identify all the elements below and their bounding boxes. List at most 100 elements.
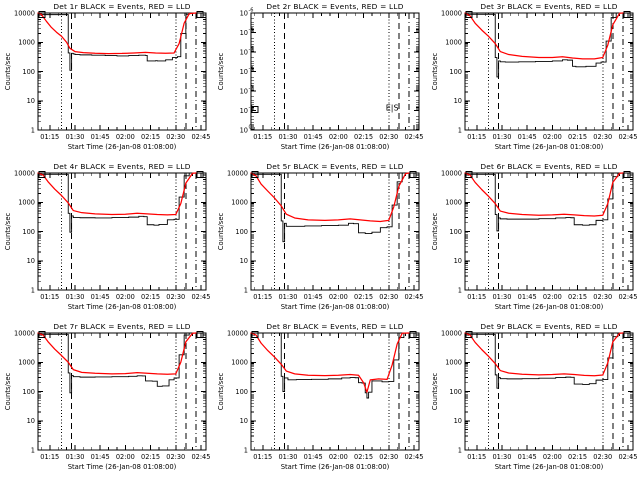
y-tick-label: 10000 — [14, 169, 35, 177]
y-tick-label: 100 — [236, 228, 249, 236]
x-tick-label: 02:45 — [405, 293, 424, 301]
x-tick-label: 01:45 — [91, 293, 110, 301]
lld-curve — [37, 12, 197, 55]
lld-curve — [464, 332, 624, 377]
endpoint-marker — [623, 170, 631, 178]
x-tick-label: 01:15 — [40, 133, 59, 141]
axes-frame — [37, 172, 207, 291]
x-tick-label: 01:30 — [492, 453, 511, 461]
y-tick-label: 100 — [22, 68, 35, 76]
plot-panel-det-7r: Det 7r BLACK = Events, RED = LLD 1 10 100 10… — [0, 320, 213, 480]
x-tick-label: 01:30 — [65, 133, 84, 141]
x-tick-label: 02:00 — [329, 293, 348, 301]
es-annotation: E|S — [386, 104, 399, 113]
y-tick-label: 10 — [27, 97, 35, 105]
endpoint-marker — [623, 10, 631, 18]
x-axis-label: Start Time (26-Jan-08 01:08:00) — [494, 303, 603, 311]
y-tick-label: 1000 — [445, 39, 462, 47]
y-tick-label: 10000 — [14, 9, 35, 17]
endpoint-marker — [38, 170, 46, 178]
axes-frame — [250, 172, 420, 291]
axes-frame — [464, 332, 634, 451]
axes-frame — [250, 332, 420, 451]
x-tick-label: 01:30 — [65, 293, 84, 301]
x-tick-label: 02:00 — [543, 293, 562, 301]
y-tick-label: 1000 — [18, 39, 35, 47]
y-tick-label: 1 — [31, 126, 35, 134]
x-tick-label: 02:45 — [191, 453, 210, 461]
y-tick-label: 10 — [240, 257, 248, 265]
x-axis-label: Start Time (26-Jan-08 01:08:00) — [281, 303, 390, 311]
y-tick-label: 10 — [240, 107, 248, 115]
y-axis-label: Counts/sec — [217, 373, 225, 411]
x-tick-label: 01:30 — [492, 293, 511, 301]
lld-curve — [464, 12, 624, 60]
panel-title: Det 8r BLACK = Events, RED = LLD — [267, 322, 404, 331]
x-tick-label: 01:45 — [517, 453, 536, 461]
x-tick-label: 02:15 — [354, 453, 373, 461]
plot-panel-det-6r: Det 6r BLACK = Events, RED = LLD 1 10 100 10… — [427, 160, 640, 320]
x-tick-label: 01:30 — [65, 453, 84, 461]
y-tick-exponent: -1 — [249, 105, 254, 111]
plot-panel-det-2r: Det 2r BLACK = Events, RED = LLD 10 -6 10 -5… — [213, 0, 426, 160]
x-tick-label: 02:30 — [593, 293, 612, 301]
x-tick-label: 02:45 — [191, 133, 210, 141]
y-axis-label: Counts/sec — [217, 53, 225, 91]
plot-panel-det-9r: Det 9r BLACK = Events, RED = LLD 1 10 100 10… — [427, 320, 640, 480]
panel-title: Det 3r BLACK = Events, RED = LLD — [480, 2, 617, 11]
x-tick-label: 02:15 — [568, 133, 587, 141]
panel-title: Det 1r BLACK = Events, RED = LLD — [53, 2, 190, 11]
endpoint-marker — [465, 170, 473, 178]
events-curve — [251, 172, 410, 243]
y-tick-label: 10 — [240, 87, 248, 95]
endpoint-marker — [38, 10, 46, 18]
x-tick-label: 02:30 — [380, 293, 399, 301]
x-tick-label: 01:45 — [517, 293, 536, 301]
x-tick-label: 02:00 — [116, 453, 135, 461]
events-curve — [38, 12, 197, 71]
plot-panel-det-8r: Det 8r BLACK = Events, RED = LLD 1 10 100 10… — [213, 320, 426, 480]
y-axis-label: Counts/sec — [431, 53, 439, 91]
x-tick-label: 01:30 — [279, 293, 298, 301]
x-tick-label: 02:30 — [380, 133, 399, 141]
x-axis-label: Start Time (26-Jan-08 01:08:00) — [68, 463, 177, 471]
lld-curve — [250, 332, 410, 393]
events-curve — [464, 332, 624, 389]
y-tick-exponent: -3 — [249, 66, 254, 72]
x-tick-label: 02:00 — [116, 293, 135, 301]
y-tick-label: 10 — [453, 417, 461, 425]
x-tick-label: 02:45 — [618, 293, 637, 301]
y-tick-label: 10000 — [441, 329, 462, 337]
endpoint-marker — [38, 330, 46, 338]
endpoint-marker — [465, 10, 473, 18]
plot-panel-det-5r: Det 5r BLACK = Events, RED = LLD 1 10 100 10… — [213, 160, 426, 320]
endpoint-marker — [409, 170, 417, 178]
endpoint-marker — [251, 106, 259, 114]
y-tick-label: 10 — [240, 417, 248, 425]
x-tick-label: 01:45 — [304, 293, 323, 301]
panel-title: Det 5r BLACK = Events, RED = LLD — [267, 162, 404, 171]
x-tick-label: 02:45 — [405, 453, 424, 461]
y-tick-label: 100 — [22, 228, 35, 236]
x-tick-label: 01:15 — [254, 133, 273, 141]
y-axis-label: Counts/sec — [4, 373, 12, 411]
axes-frame — [37, 12, 207, 131]
x-tick-label: 02:00 — [329, 133, 348, 141]
x-tick-label: 02:15 — [354, 133, 373, 141]
x-tick-label: 02:30 — [593, 133, 612, 141]
x-tick-label: 02:30 — [593, 453, 612, 461]
endpoint-marker — [409, 330, 417, 338]
y-tick-label: 10000 — [441, 9, 462, 17]
panel-title: Det 4r BLACK = Events, RED = LLD — [53, 162, 190, 171]
y-tick-label: 1 — [31, 446, 35, 454]
x-tick-label: 02:30 — [166, 293, 185, 301]
y-tick-label: 1000 — [445, 199, 462, 207]
endpoint-marker — [196, 330, 204, 338]
panel-title: Det 9r BLACK = Events, RED = LLD — [480, 322, 617, 331]
x-tick-label: 01:15 — [254, 453, 273, 461]
y-axis-label: Counts/sec — [431, 373, 439, 411]
y-tick-label: 10 — [27, 417, 35, 425]
x-tick-label: 01:15 — [40, 453, 59, 461]
y-tick-label: 1000 — [18, 199, 35, 207]
y-tick-exponent: 0 — [249, 125, 252, 131]
